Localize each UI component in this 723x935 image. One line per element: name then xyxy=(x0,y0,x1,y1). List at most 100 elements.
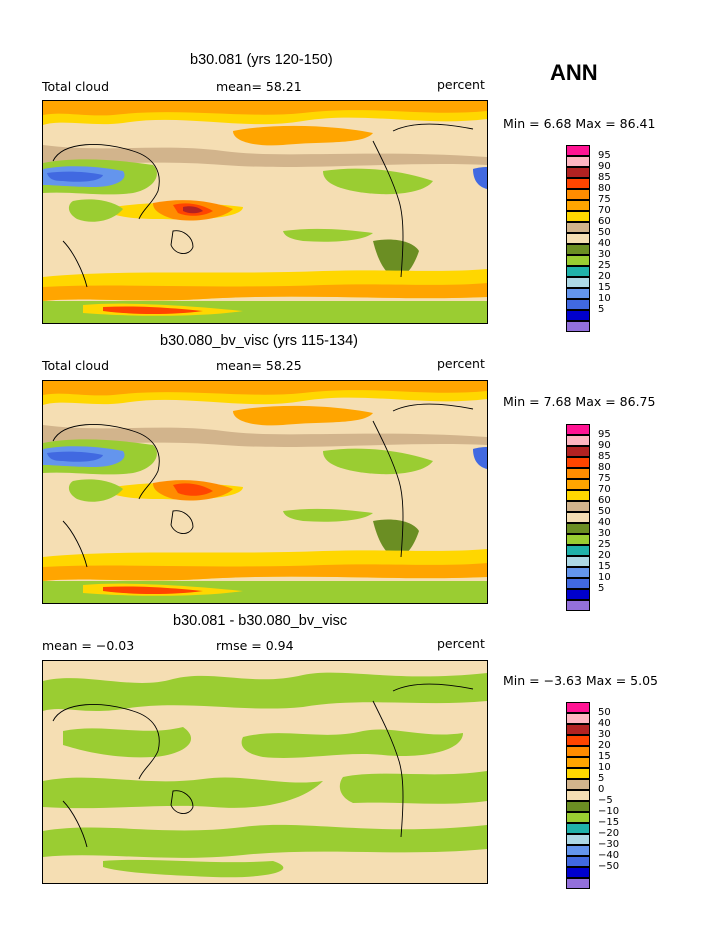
colorbar-swatch xyxy=(566,446,590,457)
colorbar-label: 15 xyxy=(598,561,611,572)
colorbar-swatch xyxy=(566,768,590,779)
colorbar-swatch xyxy=(566,600,590,611)
panel2-minmax: Min = 7.68 Max = 86.75 xyxy=(503,394,656,409)
colorbar-swatch xyxy=(566,321,590,332)
colorbar-label: 25 xyxy=(598,539,611,550)
colorbar-swatch xyxy=(566,834,590,845)
colorbar-swatch xyxy=(566,713,590,724)
season-label: ANN xyxy=(550,60,598,85)
panel2-map-svg xyxy=(43,381,487,603)
panel1-title: b30.081 (yrs 120-150) xyxy=(190,52,333,68)
colorbar-swatch xyxy=(566,790,590,801)
colorbar-label: −10 xyxy=(598,806,620,817)
colorbar-swatch xyxy=(566,501,590,512)
colorbar-swatch xyxy=(566,878,590,889)
colorbar-swatch xyxy=(566,167,590,178)
colorbar-label: 10 xyxy=(598,572,611,583)
colorbar-swatch xyxy=(566,266,590,277)
panel2-field-label: Total cloud xyxy=(42,358,110,373)
colorbar-swatch xyxy=(566,545,590,556)
colorbar-label: 5 xyxy=(598,304,605,315)
colorbar-swatch xyxy=(566,757,590,768)
colorbar-label: 20 xyxy=(598,740,611,751)
colorbar-swatch xyxy=(566,567,590,578)
panel3-map xyxy=(42,660,488,884)
colorbar-label: 30 xyxy=(598,249,611,260)
colorbar-swatch xyxy=(566,233,590,244)
colorbar-label: 5 xyxy=(598,583,605,594)
colorbar-label: 75 xyxy=(598,194,611,205)
colorbar-label: 70 xyxy=(598,484,611,495)
colorbar-label: 20 xyxy=(598,550,611,561)
panel1-field-label: Total cloud xyxy=(42,79,110,94)
colorbar-label: 70 xyxy=(598,205,611,216)
colorbar-swatch xyxy=(566,468,590,479)
colorbar-label: 50 xyxy=(598,707,611,718)
colorbar-label: 5 xyxy=(598,773,605,784)
colorbar-label: 80 xyxy=(598,462,611,473)
colorbar-swatch xyxy=(566,812,590,823)
colorbar-label: −15 xyxy=(598,817,620,828)
colorbar-swatch xyxy=(566,200,590,211)
colorbar-label: 10 xyxy=(598,762,611,773)
colorbar-swatch xyxy=(566,534,590,545)
colorbar-label: 40 xyxy=(598,718,611,729)
panel1-map-svg xyxy=(43,101,487,323)
colorbar-swatch xyxy=(566,156,590,167)
colorbar-label: 95 xyxy=(598,150,611,161)
colorbar-label: 40 xyxy=(598,517,611,528)
colorbar-label: 15 xyxy=(598,282,611,293)
colorbar-label: −40 xyxy=(598,850,620,861)
colorbar-label: −5 xyxy=(598,795,613,806)
colorbar-label: 30 xyxy=(598,528,611,539)
colorbar-swatch xyxy=(566,556,590,567)
colorbar-label: −20 xyxy=(598,828,620,839)
colorbar-swatch xyxy=(566,490,590,501)
colorbar-swatch xyxy=(566,589,590,600)
colorbar-label: 0 xyxy=(598,784,605,795)
colorbar-swatch xyxy=(566,724,590,735)
panel2-units-label: percent xyxy=(437,356,485,371)
colorbar-label: 85 xyxy=(598,451,611,462)
colorbar-label: −30 xyxy=(598,839,620,850)
panel2-title: b30.080_bv_visc (yrs 115-134) xyxy=(160,333,359,349)
panel2-map xyxy=(42,380,488,604)
panel2-mean-label: mean= 58.25 xyxy=(216,358,302,373)
colorbar-label: 15 xyxy=(598,751,611,762)
colorbar-swatch xyxy=(566,512,590,523)
panel1-minmax: Min = 6.68 Max = 86.41 xyxy=(503,116,656,131)
colorbar-label: 10 xyxy=(598,293,611,304)
colorbar-swatch xyxy=(566,479,590,490)
colorbar-label: 60 xyxy=(598,216,611,227)
panel3-minmax: Min = −3.63 Max = 5.05 xyxy=(503,673,658,688)
panel3-mean-label: mean = −0.03 xyxy=(42,638,135,653)
colorbar-label: 95 xyxy=(598,429,611,440)
colorbar-label: 90 xyxy=(598,161,611,172)
colorbar-swatch xyxy=(566,255,590,266)
colorbar-swatch xyxy=(566,779,590,790)
colorbar-swatch xyxy=(566,277,590,288)
colorbar-swatch xyxy=(566,145,590,156)
colorbar-swatch xyxy=(566,702,590,713)
panel1-units-label: percent xyxy=(437,77,485,92)
colorbar-swatch xyxy=(566,310,590,321)
colorbar-swatch xyxy=(566,178,590,189)
colorbar-swatch xyxy=(566,211,590,222)
panel1-mean-label: mean= 58.21 xyxy=(216,79,302,94)
panel3-map-svg xyxy=(43,661,487,883)
colorbar-swatch xyxy=(566,288,590,299)
panel3-title: b30.081 - b30.080_bv_visc xyxy=(173,613,348,629)
colorbar-swatch xyxy=(566,222,590,233)
colorbar-label: 80 xyxy=(598,183,611,194)
colorbar-label: 75 xyxy=(598,473,611,484)
colorbar-label: 40 xyxy=(598,238,611,249)
colorbar-label: −50 xyxy=(598,861,620,872)
colorbar-swatch xyxy=(566,801,590,812)
colorbar-swatch xyxy=(566,299,590,310)
colorbar-label: 20 xyxy=(598,271,611,282)
colorbar-label: 90 xyxy=(598,440,611,451)
colorbar-swatch xyxy=(566,424,590,435)
panel3-rmse-label: rmse = 0.94 xyxy=(216,638,294,653)
panel1-map xyxy=(42,100,488,324)
panel3-units-label: percent xyxy=(437,636,485,651)
